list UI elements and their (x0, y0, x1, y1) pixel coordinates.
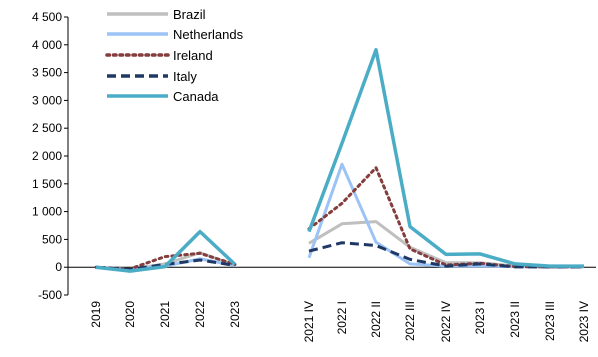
y-tick-label: 1 000 (32, 205, 62, 219)
legend-label-ireland: Ireland (173, 48, 213, 63)
y-tick-label: 4 000 (32, 38, 62, 52)
x-tick-label: 2019 (89, 301, 103, 328)
legend-label-italy: Italy (173, 69, 197, 84)
series-line-canada (307, 48, 584, 268)
x-tick-label: 2022 I (335, 301, 349, 334)
x-tick-label: 2021 (158, 301, 172, 328)
legend-label-brazil: Brazil (173, 7, 206, 22)
x-tick-label: 2023 IV (577, 301, 591, 342)
y-tick-label: 3 500 (32, 66, 62, 80)
x-tick-label: 2021 IV (302, 301, 316, 342)
y-tick-label: 1 500 (32, 177, 62, 191)
y-tick-label: 4 500 (32, 10, 62, 24)
x-tick-label: 2023 II (508, 301, 522, 338)
y-tick-label: 500 (42, 232, 62, 246)
x-tick-label: 2020 (123, 301, 137, 328)
x-tick-label: 2022 IV (439, 301, 453, 342)
series-line-italy (308, 241, 584, 269)
x-tick-label: 2022 III (403, 301, 417, 341)
y-tick-label: 2 500 (32, 121, 62, 135)
y-tick-label: -500 (38, 288, 62, 302)
x-tick-label: 2022 II (369, 301, 383, 338)
x-tick-label: 2023 (228, 301, 242, 328)
legend-label-canada: Canada (173, 89, 219, 104)
x-tick-label: 2023 III (543, 301, 557, 341)
series-line-netherlands (307, 162, 584, 269)
y-tick-label: 2 000 (32, 149, 62, 163)
x-tick-label: 2023 I (473, 301, 487, 334)
legend-label-netherlands: Netherlands (173, 27, 244, 42)
x-tick-label: 2022 (193, 301, 207, 328)
y-tick-label: 0 (55, 260, 62, 274)
series-line-canada (95, 229, 237, 273)
y-tick-label: 3 000 (32, 93, 62, 107)
